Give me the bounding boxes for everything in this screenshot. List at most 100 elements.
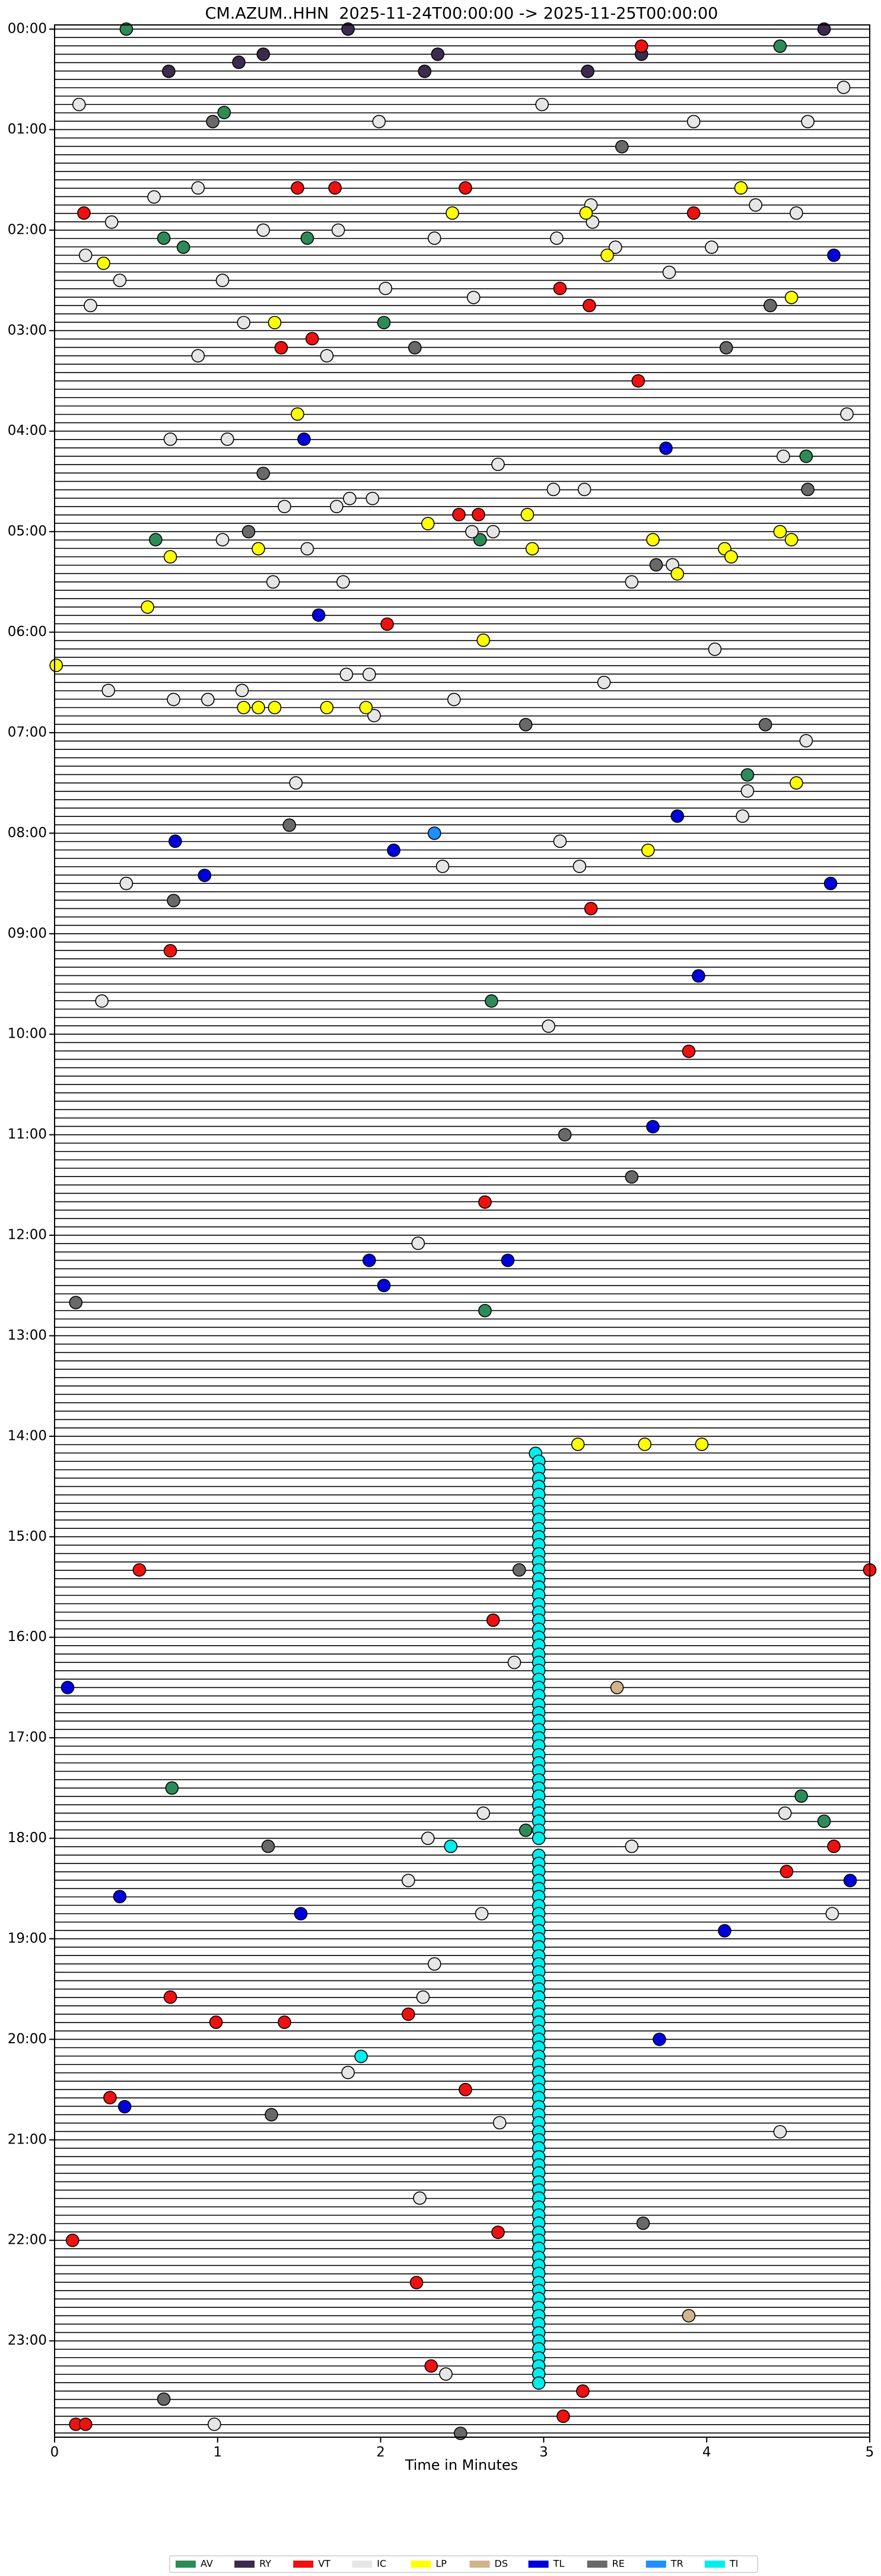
event-marker [773, 2125, 787, 2139]
y-tick-label: 00:00 [8, 21, 47, 37]
y-tick-label: 03:00 [8, 323, 47, 338]
event-marker [149, 533, 163, 546]
event-marker [837, 81, 851, 94]
event-marker [418, 64, 432, 78]
legend-label: TR [670, 2558, 683, 2569]
event-marker [705, 240, 718, 254]
event-marker [840, 407, 854, 421]
event-marker [235, 683, 249, 698]
event-marker [758, 718, 772, 732]
event-marker [354, 2049, 368, 2063]
event-marker [453, 2426, 467, 2440]
event-marker [478, 1195, 492, 1209]
event-marker [408, 341, 422, 355]
event-marker [773, 39, 787, 53]
x-tick-label: 2 [376, 2445, 385, 2460]
event-marker [341, 2065, 355, 2079]
event-marker [220, 432, 234, 446]
event-marker [452, 508, 466, 521]
event-marker [362, 667, 376, 682]
event-marker [542, 1019, 555, 1033]
event-marker [801, 482, 815, 497]
event-marker [167, 893, 180, 908]
event-marker [217, 106, 231, 119]
event-marker [600, 248, 614, 262]
event-marker [278, 500, 291, 514]
event-marker [167, 692, 180, 707]
event-marker [459, 2082, 472, 2097]
event-marker [790, 206, 803, 220]
legend-label: TI [729, 2558, 739, 2569]
event-marker [191, 181, 205, 195]
legend-swatch [293, 2561, 314, 2568]
event-marker [416, 1990, 430, 2004]
legend-label: RE [612, 2558, 625, 2569]
event-marker [113, 1890, 127, 1904]
legend-swatch [704, 2561, 725, 2568]
event-marker [486, 524, 500, 539]
legend-label: LP [435, 2558, 447, 2569]
legend-frame [169, 2555, 758, 2573]
event-marker [784, 533, 799, 546]
event-marker [147, 190, 161, 204]
event-marker [320, 349, 334, 362]
legend-label: AV [201, 2558, 213, 2569]
event-marker [519, 718, 533, 732]
event-marker [157, 2392, 171, 2406]
y-tick-label: 06:00 [8, 624, 47, 640]
event-marker [473, 533, 487, 546]
event-marker [638, 1438, 652, 1451]
y-tick-label: 16:00 [8, 1629, 47, 1645]
event-marker [256, 223, 271, 237]
event-marker [532, 1831, 546, 1845]
event-marker [817, 1814, 831, 1828]
event-marker [597, 675, 611, 689]
event-marker [584, 902, 598, 915]
event-marker [447, 692, 461, 707]
event-marker [520, 508, 535, 521]
event-marker [719, 341, 733, 355]
event-marker [252, 542, 265, 556]
event-marker [331, 223, 345, 237]
event-marker [708, 643, 722, 656]
event-marker [162, 64, 176, 78]
legend-swatch [587, 2561, 608, 2568]
event-marker [670, 809, 685, 823]
event-marker [78, 248, 93, 262]
event-marker [409, 2276, 424, 2289]
event-marker [780, 1865, 794, 1878]
event-marker [446, 206, 459, 220]
event-marker [491, 2225, 505, 2239]
event-marker [773, 524, 787, 539]
chart-title: CM.AZUM..HHN 2025-11-24T00:00:00 -> 2025… [205, 5, 718, 23]
event-marker [686, 206, 701, 220]
event-marker [427, 826, 441, 840]
event-marker [291, 181, 304, 195]
event-marker [571, 1438, 585, 1451]
event-marker [435, 859, 450, 873]
event-marker [577, 482, 591, 497]
y-tick-label: 13:00 [8, 1328, 47, 1343]
event-marker [586, 215, 600, 229]
event-marker [265, 2108, 278, 2122]
event-marker [421, 1831, 435, 1845]
event-marker [777, 449, 790, 463]
event-marker [266, 575, 280, 589]
event-marker [65, 2233, 79, 2247]
event-marker [736, 809, 749, 823]
event-marker [649, 558, 663, 572]
legend-label: DS [495, 2558, 508, 2569]
event-marker [843, 1874, 857, 1888]
event-marker [492, 2116, 507, 2130]
event-marker [682, 2308, 696, 2323]
event-marker [157, 231, 171, 245]
event-marker [512, 1563, 526, 1577]
event-marker [402, 2007, 415, 2021]
event-marker [97, 256, 110, 271]
event-marker [686, 115, 701, 129]
event-marker [78, 2417, 93, 2431]
event-marker [300, 231, 314, 245]
event-marker [69, 1296, 83, 1309]
